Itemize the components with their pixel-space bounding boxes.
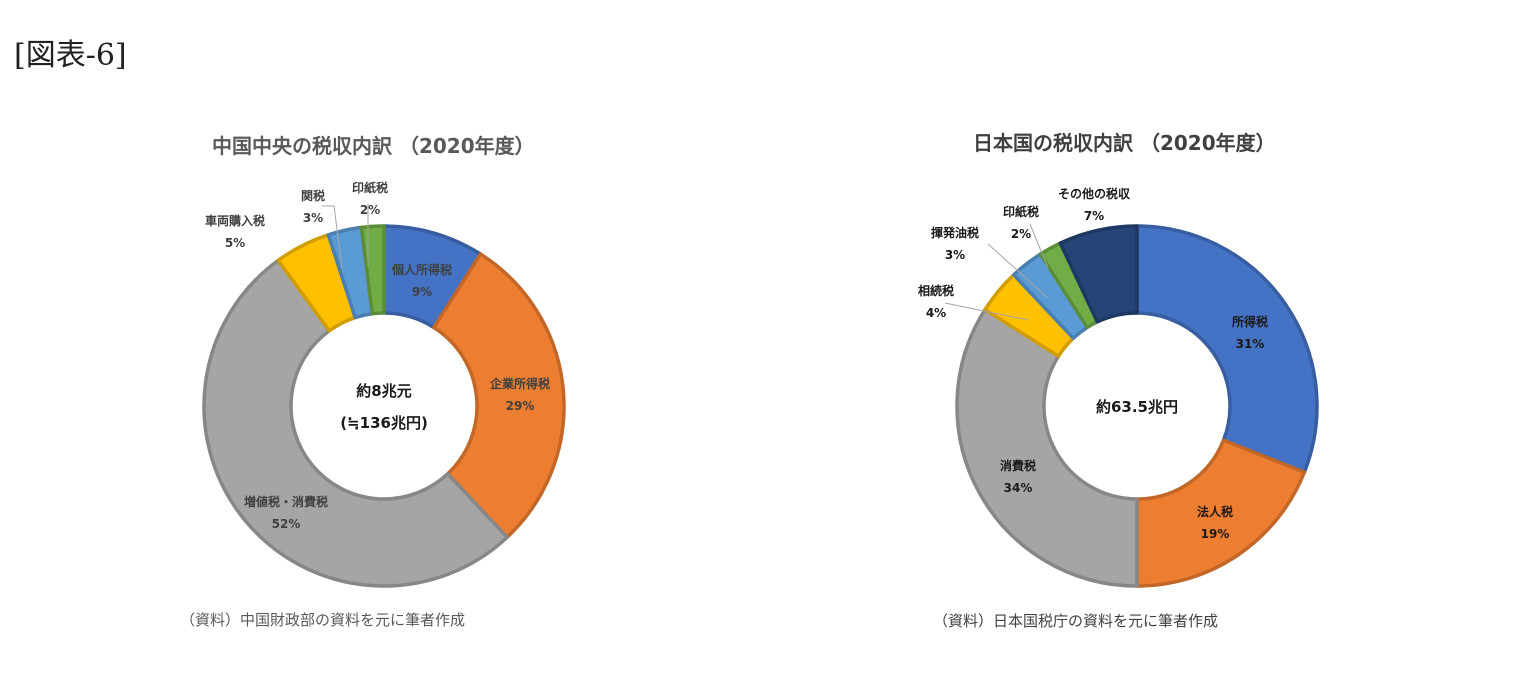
donut-center-china: 約8兆元 (≒136兆円) [340,382,428,432]
china-slice-value-1: 29% [506,399,535,413]
donut-labels-china: 個人所得税 9% 企業所得税 29% 増値税・消費税 52% 車両購入税 5% 関税 3% 印紙税 2… [205,180,550,531]
source-note-china: （資料）中国財政部の資料を元に筆者作成 [180,611,466,629]
china-center-text-1: (≒136兆円) [340,414,428,432]
china-center-text-0: 約8兆元 [356,382,411,400]
china-slice-2 [202,258,509,588]
china-slice-1 [432,252,566,539]
china-slice-label-1: 企業所得税 [489,376,550,391]
china-leader-line-4 [322,205,343,269]
china-slice-value-2: 52% [272,517,301,531]
figure-label: [図表-6] [14,38,127,73]
china-slice-5 [359,224,386,316]
china-slice-value-5: 2% [360,203,380,217]
china-slice-label-0: 個人所得税 [391,262,452,277]
china-slice-value-3: 5% [225,236,245,250]
china-slice-value-4: 3% [303,211,323,225]
china-slice-value-0: 9% [412,285,432,299]
source-note-japan: （資料）日本国税庁の資料を元に筆者作成 [933,612,1219,630]
donut-slices-china [202,224,566,588]
chart-title-china: 中国中央の税収内訳 （2020年度） [212,134,535,158]
china-slice-label-4: 関税 [301,188,325,203]
china-slice-label-5: 印紙税 [352,180,388,195]
china-slice-label-3: 車両購入税 [205,213,265,228]
china-slice-label-2: 増値税・消費税 [244,494,328,509]
chart-title-japan: 日本国の税収内訳 （2020年度） [973,131,1276,155]
